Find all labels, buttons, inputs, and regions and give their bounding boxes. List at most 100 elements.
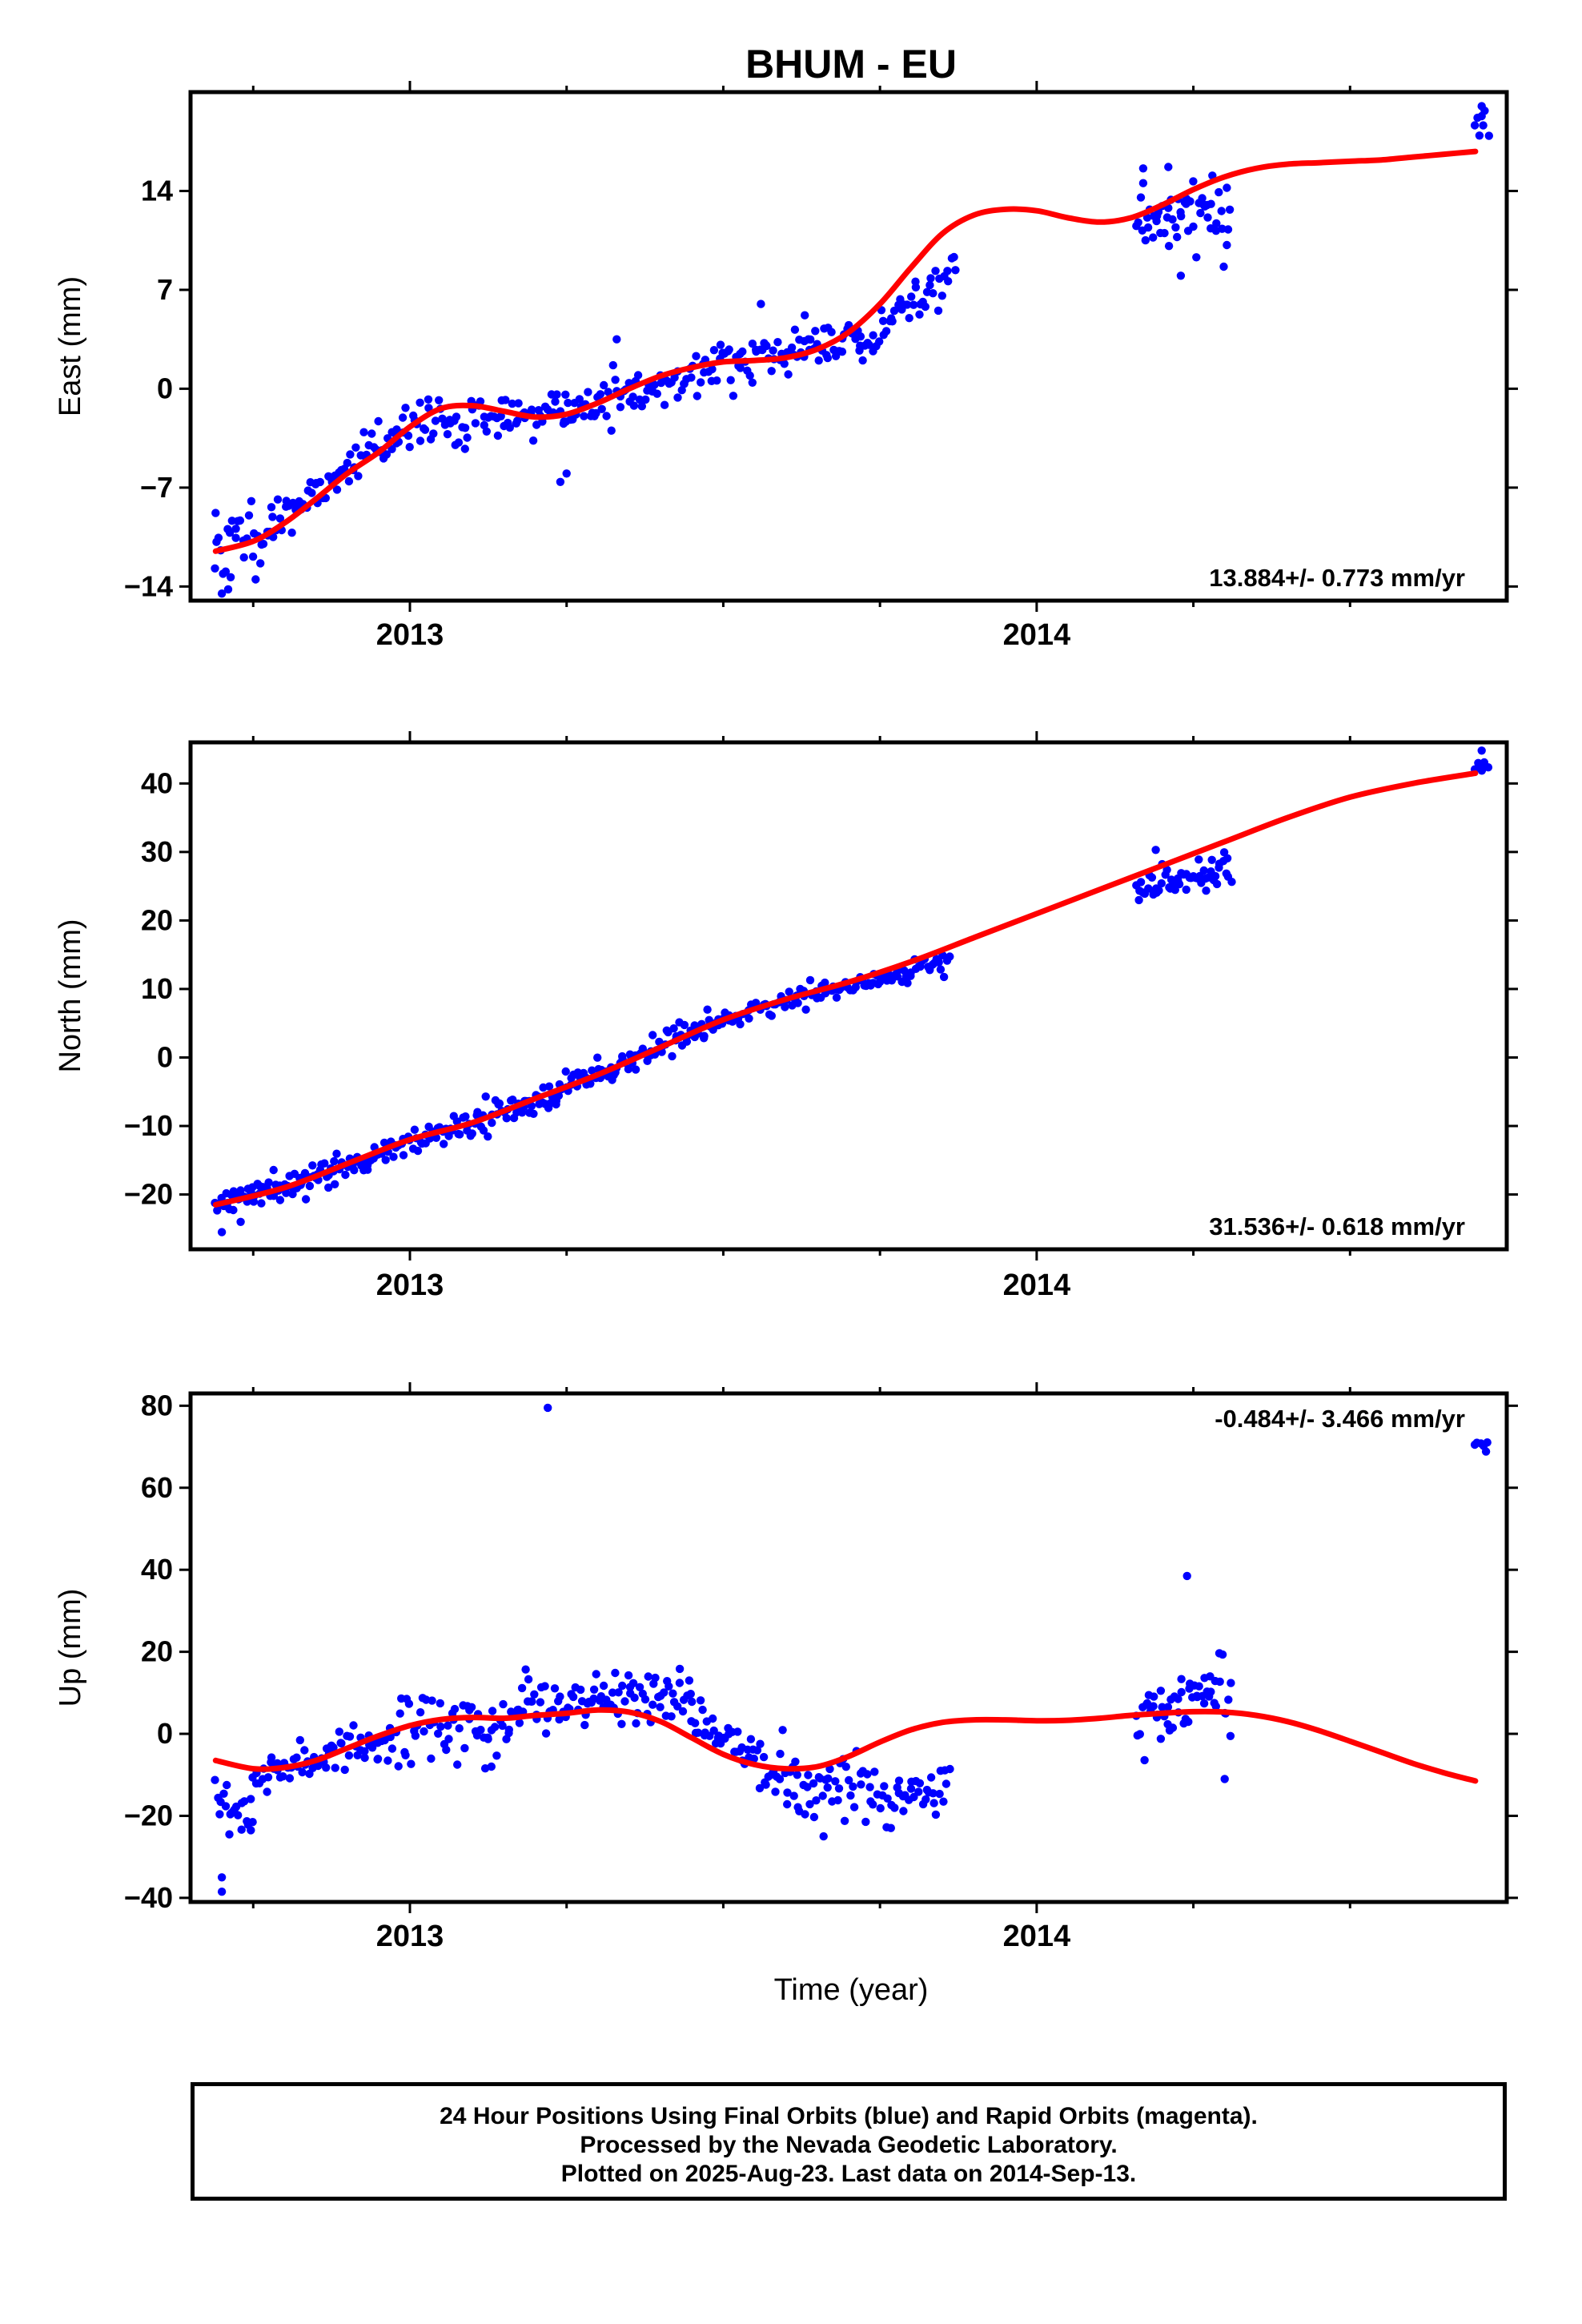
data-point [875,337,884,346]
data-point [468,1129,476,1138]
data-point [561,390,570,399]
x-tick-label: 2013 [376,1269,444,1302]
data-point [420,425,430,434]
data-point [236,1217,245,1227]
data-point [536,1698,545,1707]
y-tick-label: 20 [141,903,173,936]
data-point [1484,763,1493,772]
data-point [934,306,943,316]
data-point [308,1161,317,1170]
data-point [856,332,865,341]
data-point [1223,240,1231,250]
y-tick-label: 7 [157,273,173,306]
data-point [1157,879,1166,888]
data-point [1154,886,1163,895]
data-point [761,1780,770,1789]
data-point [453,1760,462,1769]
data-point [555,1715,564,1724]
data-point [688,1697,697,1707]
data-point [1199,1699,1209,1708]
data-point [481,1092,490,1101]
data-point [428,1696,436,1705]
data-point [527,1101,536,1111]
data-point [295,1735,304,1745]
data-point [404,431,413,440]
data-point [1171,223,1180,232]
data-point [1134,218,1142,227]
data-point [1134,895,1143,905]
data-point [841,1763,851,1771]
data-point [236,1186,245,1195]
data-point [641,395,650,404]
data-point [738,347,747,356]
data-point [1479,121,1488,130]
data-point [725,345,733,354]
data-point [452,1117,461,1126]
data-point [404,1699,414,1708]
data-point [1177,1675,1186,1683]
data-point [1224,1695,1233,1704]
data-point [942,1779,951,1788]
data-point [914,1787,923,1796]
data-point [387,1744,397,1753]
data-point [251,575,260,584]
data-point [759,1752,769,1762]
data-point [413,1146,423,1156]
data-point [787,343,797,352]
data-point [604,388,612,396]
data-point [801,1005,810,1014]
data-point [648,1031,657,1039]
data-point [1184,1717,1193,1727]
data-point [416,1708,425,1717]
data-point [620,1697,629,1706]
data-point [1477,766,1487,775]
data-point [1189,222,1198,231]
data-point [540,1682,549,1691]
data-point [733,1727,742,1736]
data-point [343,458,351,468]
data-point [1150,1692,1158,1701]
data-point [1136,193,1146,202]
y-tick-label: 30 [141,835,173,868]
data-point [1212,879,1222,889]
data-point [332,1149,341,1158]
data-point [492,1751,501,1760]
data-point [1156,1687,1166,1695]
data-point [269,1165,278,1175]
data-point [1182,1571,1191,1581]
data-point [755,1783,765,1793]
data-point [1149,1702,1158,1711]
data-point [1223,225,1233,234]
data-point [648,1700,657,1709]
data-point [1151,846,1160,854]
data-point [517,1108,527,1117]
data-point [360,1753,369,1763]
data-point [857,1780,865,1789]
y-tick-label: 60 [141,1471,173,1504]
data-point [305,1181,315,1191]
data-point [951,266,960,275]
data-point [756,1739,765,1748]
data-point [934,958,943,967]
data-point [678,1707,688,1716]
data-point [215,1810,224,1819]
data-point [259,540,268,549]
data-point [781,1003,789,1011]
data-point [217,1888,227,1896]
data-point [298,1767,307,1777]
data-point [1156,1735,1166,1743]
data-point [618,1681,627,1691]
data-point [1219,262,1228,271]
fit-line [212,148,1479,554]
data-point [527,405,536,414]
data-point [628,392,637,401]
data-point [608,360,617,370]
data-point [424,404,433,412]
data-point [833,1795,842,1805]
data-point [931,1810,941,1819]
footer-line-1: 24 Hour Positions Using Final Orbits (bl… [440,2103,1258,2129]
data-point [776,1749,785,1759]
data-point [670,373,679,382]
data-point [837,348,847,356]
data-point [880,1782,889,1791]
